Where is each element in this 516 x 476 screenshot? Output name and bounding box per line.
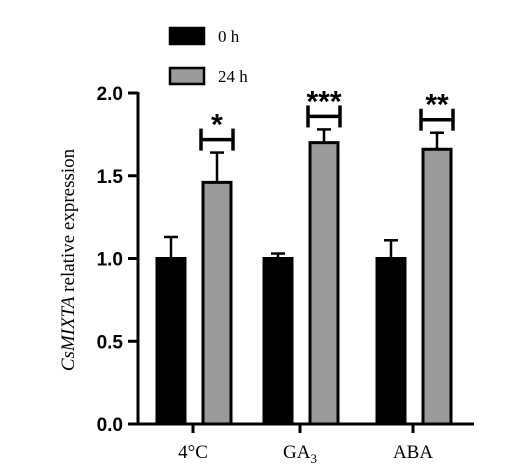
x-tick-label: GA3 bbox=[283, 442, 317, 466]
bar-24h bbox=[421, 147, 453, 426]
y-tick-label: 0.0 bbox=[97, 415, 123, 436]
bar-0h bbox=[375, 257, 407, 426]
y-axis-label: CsMIXTA relative expression bbox=[58, 148, 79, 371]
bars bbox=[155, 128, 453, 426]
legend-swatch-24h bbox=[168, 66, 206, 86]
bar-0h bbox=[262, 257, 294, 426]
bar-0h bbox=[155, 257, 187, 426]
x-axis: 4°C GA3 ABA bbox=[136, 422, 474, 466]
y-axis-label-text: relative expression bbox=[58, 148, 79, 296]
bar-24h bbox=[201, 180, 233, 426]
legend-label: 0 h bbox=[218, 27, 240, 46]
legend-swatch-0h bbox=[168, 26, 206, 46]
significance-markers: **** ** bbox=[199, 85, 455, 151]
y-tick-label: 2.0 bbox=[97, 84, 123, 105]
x-tick-label: ABA bbox=[393, 442, 433, 463]
bar-24h bbox=[308, 141, 340, 426]
significance-label: ** bbox=[425, 89, 449, 122]
y-axis-label-gene: CsMIXTA bbox=[58, 296, 79, 371]
y-axis: 0.0 0.5 1.0 1.5 2.0 bbox=[97, 84, 140, 436]
significance-label: *** bbox=[306, 85, 341, 118]
legend-label: 24 h bbox=[218, 67, 248, 86]
y-tick-label: 1.0 bbox=[97, 250, 123, 271]
x-tick-label: 4°C bbox=[178, 442, 208, 463]
significance-label: * bbox=[211, 109, 223, 142]
y-tick-label: 0.5 bbox=[97, 332, 124, 353]
y-tick-label: 1.5 bbox=[97, 167, 124, 188]
legend: 0 h 24 h bbox=[168, 26, 248, 86]
